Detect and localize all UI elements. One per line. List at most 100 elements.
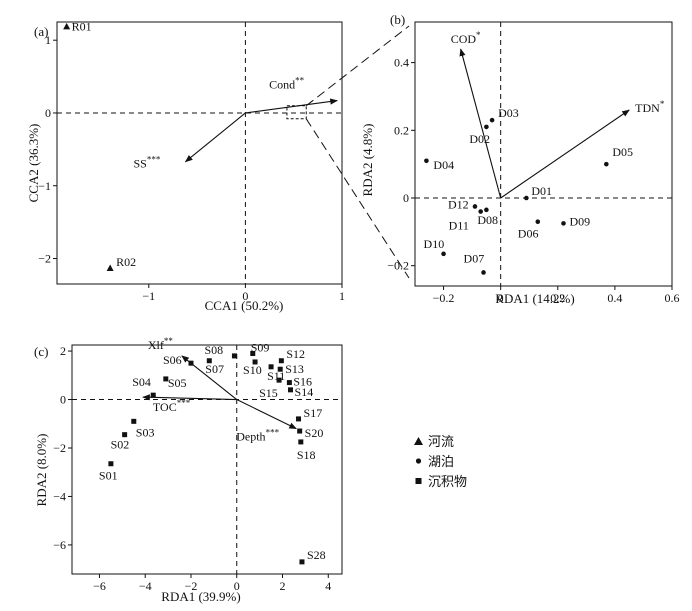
- arrow-cod: [459, 48, 502, 199]
- circle-marker-icon: [415, 458, 422, 464]
- point-label-s05: S05: [168, 376, 187, 390]
- point-label-d08: D08: [477, 213, 498, 227]
- legend-label-lake: 湖泊: [428, 455, 454, 470]
- arrow-label-depth: Depth***: [236, 428, 279, 444]
- point-marker-s16: [286, 380, 292, 386]
- arrow-cond: [245, 98, 338, 114]
- plot-frame: [414, 21, 673, 287]
- point-label-s09: S09: [251, 340, 270, 354]
- y-tick-label: −2: [38, 252, 51, 266]
- point-marker-r02: [106, 264, 114, 271]
- point-marker-s08: [231, 353, 237, 359]
- point-label-s10: S10: [243, 363, 262, 377]
- point-marker-d04: [424, 158, 429, 164]
- panel-b: (b) −0.2 0 0.2 0.4 0.6 −0.2 0 0.2 0.4 COD* TDN* D01…: [360, 12, 680, 306]
- point-label-d03: D03: [498, 106, 519, 120]
- arrow-label-xlf: Xlf**: [148, 336, 174, 352]
- x-tick-label: −4: [139, 579, 152, 593]
- x-tick-label: 0: [242, 289, 248, 303]
- panel-a: (a) −1 0 1 −2 −1 0 1 Cond** SS*** R01 R02 CCA1 (50…: [26, 19, 345, 313]
- x-tick-label: 0.6: [665, 291, 680, 305]
- point-marker-s18: [298, 439, 304, 445]
- point-marker-d07: [481, 270, 486, 275]
- arrow-tdn: [500, 109, 630, 199]
- arrow-toc: [142, 394, 237, 401]
- point-label-s02: S02: [111, 438, 130, 452]
- point-label-d10: D10: [424, 237, 445, 251]
- point-marker-s03: [131, 418, 137, 424]
- panel-a-ylabel: CCA2 (36.3%): [26, 124, 41, 203]
- point-label-s04: S04: [132, 375, 151, 389]
- arrow-label-cond: Cond**: [269, 76, 305, 92]
- legend-item-lake: 湖泊: [415, 455, 454, 470]
- x-tick-label: −2: [185, 579, 198, 593]
- point-marker-s15: [276, 377, 282, 383]
- point-label-d01: D01: [531, 184, 552, 198]
- point-marker-d11: [478, 209, 483, 214]
- x-tick-label: 4: [325, 579, 331, 593]
- point-label-s06: S06: [163, 353, 182, 367]
- point-marker-s12: [278, 358, 284, 364]
- point-marker-r01: [63, 22, 71, 30]
- point-label-s28: S28: [307, 548, 326, 562]
- panel-a-label: (a): [34, 24, 48, 39]
- x-tick-label: 0: [498, 291, 504, 305]
- arrow-label-toc: TOC***: [153, 398, 191, 414]
- point-label-r01: R01: [72, 19, 92, 33]
- y-tick-label: 0: [403, 191, 409, 205]
- x-tick-label: 1: [339, 289, 345, 303]
- point-marker-s01: [108, 461, 114, 467]
- legend-label-sediment: 沉积物: [428, 475, 467, 490]
- point-marker-s14: [288, 387, 294, 393]
- square-marker-icon: [415, 478, 422, 484]
- zoom-box: [286, 105, 307, 120]
- arrow-label-tdn: TDN*: [635, 99, 665, 115]
- point-marker-d08: [484, 207, 489, 213]
- point-label-d04: D04: [433, 158, 454, 172]
- connector-lower: [305, 118, 410, 279]
- point-marker-s11: [268, 364, 274, 370]
- point-label-s07: S07: [205, 362, 224, 376]
- point-marker-d10: [441, 251, 446, 257]
- y-tick-label: 0: [45, 106, 51, 120]
- point-marker-d12: [472, 204, 478, 209]
- point-label-s16: S16: [293, 375, 312, 389]
- y-tick-label: −2: [53, 441, 66, 455]
- panel-a-xlabel: CCA1 (50.2%): [205, 298, 284, 313]
- point-marker-s20: [297, 428, 303, 434]
- point-marker-d03: [489, 117, 495, 123]
- point-label-s14: S14: [295, 385, 314, 399]
- point-label-s12: S12: [286, 347, 305, 361]
- point-marker-d05: [604, 161, 609, 167]
- legend-label-river: 河流: [428, 435, 454, 450]
- panel-c-label: (c): [34, 344, 48, 359]
- triangle-marker-icon: [414, 437, 423, 445]
- point-label-s08: S08: [204, 343, 223, 357]
- point-label-s03: S03: [136, 425, 155, 439]
- plot-frame: [71, 344, 343, 575]
- point-label-d09: D09: [569, 214, 590, 228]
- y-tick-label: 0: [60, 393, 66, 407]
- point-label-d12: D12: [448, 197, 469, 211]
- point-marker-s06: [188, 360, 194, 366]
- panel-b-ylabel: RDA2 (4.8%): [360, 124, 375, 197]
- panel-c-xlabel: RDA1 (39.9%): [161, 589, 240, 604]
- x-tick-label: 0.2: [550, 291, 565, 305]
- arrow-ss: [184, 112, 246, 163]
- point-marker-s04: [150, 392, 156, 398]
- point-label-s18: S18: [297, 448, 316, 462]
- y-tick-label: −1: [38, 179, 51, 193]
- point-marker-s09: [250, 350, 256, 356]
- x-tick-label: 0.4: [607, 291, 622, 305]
- panel-b-label: (b): [390, 12, 405, 27]
- y-tick-label: 2: [60, 344, 66, 358]
- panel-b-xlabel: RDA1 (14.2%): [495, 291, 574, 306]
- legend-item-sediment: 沉积物: [415, 475, 467, 490]
- point-label-d06: D06: [518, 227, 539, 241]
- x-tick-label: −0.2: [433, 291, 455, 305]
- point-marker-s17: [296, 416, 302, 422]
- x-tick-label: 2: [280, 579, 286, 593]
- arrow-label-cod: COD*: [451, 30, 481, 46]
- arrow-depth: [236, 399, 297, 430]
